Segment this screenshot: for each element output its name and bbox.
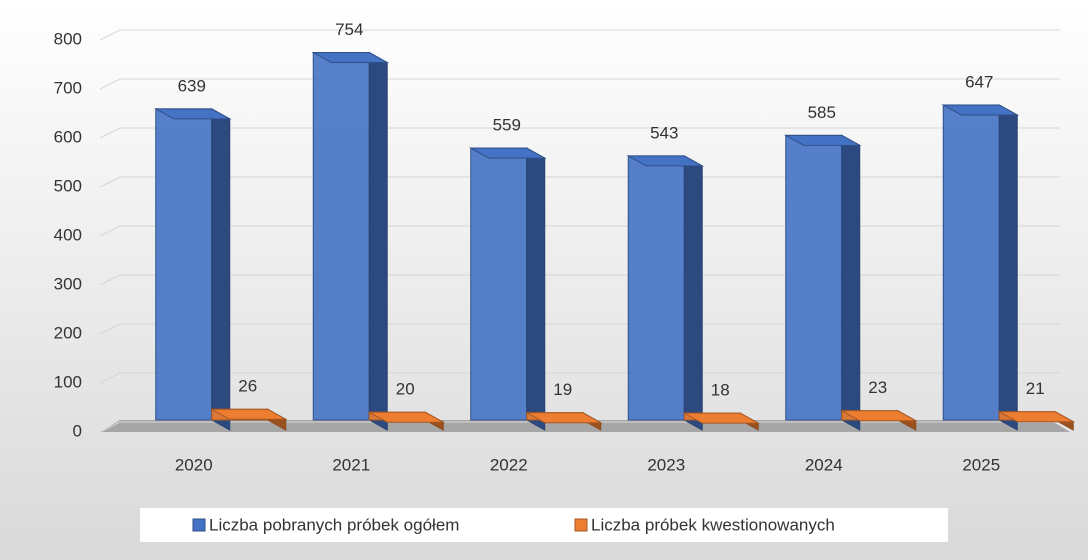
bar-side bbox=[683, 155, 703, 431]
data-label: 18 bbox=[711, 381, 730, 400]
bar bbox=[839, 409, 918, 431]
y-tick-label: 800 bbox=[54, 29, 82, 48]
data-label: 647 bbox=[965, 72, 993, 91]
bar bbox=[524, 411, 603, 431]
y-tick-label: 500 bbox=[54, 176, 82, 195]
bar bbox=[682, 412, 761, 431]
bar bbox=[997, 410, 1076, 431]
bar bbox=[468, 147, 547, 431]
bar-top bbox=[682, 412, 761, 424]
bar-top bbox=[524, 412, 603, 424]
bar-front bbox=[785, 134, 843, 421]
bar bbox=[783, 134, 862, 431]
y-tick-label: 200 bbox=[54, 323, 82, 342]
x-tick-label: 2022 bbox=[490, 455, 528, 474]
x-tick-label: 2020 bbox=[175, 455, 213, 474]
bar-front bbox=[470, 147, 528, 421]
bar-front bbox=[155, 108, 213, 421]
legend-box bbox=[140, 508, 948, 542]
legend-label: Liczba próbek kwestionowanych bbox=[591, 515, 835, 534]
x-tick-label: 2025 bbox=[962, 455, 1000, 474]
legend-swatch bbox=[574, 518, 588, 532]
bar-top bbox=[626, 155, 705, 167]
bar-front bbox=[942, 104, 1000, 421]
bar bbox=[367, 411, 446, 431]
y-tick-label: 0 bbox=[73, 421, 82, 440]
bar-top bbox=[941, 104, 1020, 116]
y-tick-label: 700 bbox=[54, 78, 82, 97]
data-label: 754 bbox=[335, 20, 363, 39]
bar-side bbox=[841, 134, 861, 431]
grid-line bbox=[99, 78, 1060, 90]
bar-top bbox=[209, 408, 288, 420]
grid-line bbox=[99, 323, 1060, 335]
data-label: 21 bbox=[1026, 379, 1045, 398]
bar-side bbox=[998, 104, 1018, 431]
grid-line bbox=[99, 29, 1060, 41]
data-label: 19 bbox=[553, 380, 572, 399]
grid-line bbox=[99, 127, 1060, 139]
bar-top bbox=[997, 411, 1076, 423]
bar bbox=[311, 51, 390, 431]
bar-front bbox=[627, 155, 685, 421]
data-label: 23 bbox=[868, 378, 887, 397]
bar-top bbox=[468, 147, 547, 159]
bar bbox=[153, 108, 232, 431]
data-label: 639 bbox=[178, 76, 206, 95]
bar-side bbox=[526, 147, 546, 431]
y-tick-label: 100 bbox=[54, 372, 82, 391]
grid-line bbox=[99, 176, 1060, 188]
bar bbox=[626, 155, 705, 431]
bar bbox=[941, 104, 1020, 431]
x-tick-label: 2023 bbox=[647, 455, 685, 474]
y-tick-label: 400 bbox=[54, 225, 82, 244]
bar-top bbox=[153, 108, 232, 120]
data-label: 20 bbox=[396, 380, 415, 399]
bar-side bbox=[368, 51, 388, 431]
bar-top bbox=[311, 52, 390, 64]
bar-top bbox=[839, 410, 918, 422]
legend-swatch bbox=[192, 518, 206, 532]
bar-top bbox=[783, 134, 862, 146]
y-tick-label: 300 bbox=[54, 274, 82, 293]
data-label: 26 bbox=[238, 377, 257, 396]
bar-front bbox=[312, 52, 370, 421]
grid-line bbox=[99, 372, 1060, 384]
data-label: 585 bbox=[808, 103, 836, 122]
grid-line bbox=[99, 225, 1060, 237]
legend-label: Liczba pobranych próbek ogółem bbox=[209, 515, 459, 534]
grid-line bbox=[99, 274, 1060, 286]
bar bbox=[209, 408, 288, 431]
x-tick-label: 2021 bbox=[332, 455, 370, 474]
x-tick-label: 2024 bbox=[805, 455, 843, 474]
y-tick-label: 600 bbox=[54, 127, 82, 146]
floor bbox=[100, 420, 1070, 432]
data-label: 559 bbox=[493, 116, 521, 135]
data-label: 543 bbox=[650, 123, 678, 142]
bar-top bbox=[367, 411, 446, 423]
bar-side bbox=[211, 108, 231, 431]
